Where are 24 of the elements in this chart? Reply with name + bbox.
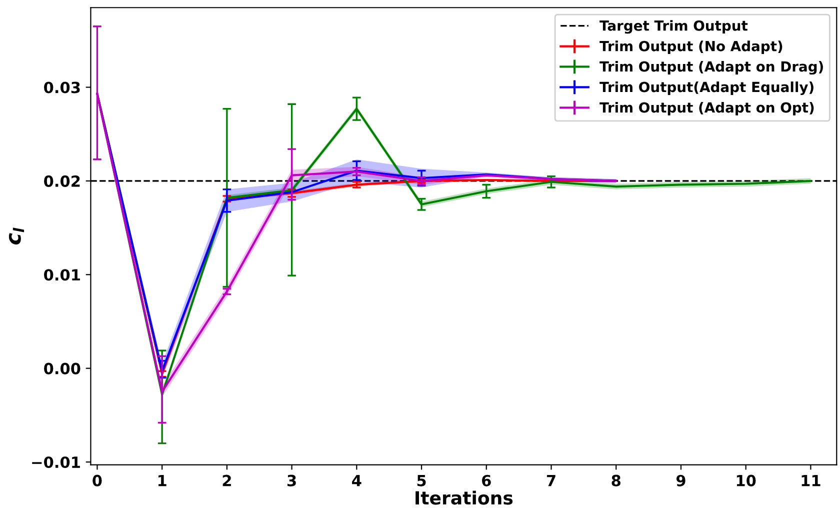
legend-label: Trim Output (Adapt on Opt): [600, 102, 814, 116]
y-tick-label: −0.01: [32, 456, 80, 468]
x-tick-label: 9: [676, 474, 686, 486]
x-tick-label: 4: [352, 475, 362, 486]
x-axis-title: Iterations: [416, 490, 513, 505]
x-tick-label: 6: [482, 474, 491, 486]
y-tick-label: 0.02: [44, 175, 80, 187]
y-tick-label: 0.01: [44, 269, 80, 281]
x-tick-label: 3: [288, 474, 296, 486]
legend-label: Trim Output (Adapt on Drag): [600, 61, 823, 75]
x-tick-label: 1: [158, 475, 166, 486]
legend-label: Target Trim Output: [600, 20, 748, 34]
y-tick-label: 0.03: [44, 82, 80, 94]
x-tick-label: 7: [546, 475, 556, 486]
x-tick-label: 0: [92, 474, 102, 486]
x-tick-label: 10: [736, 474, 756, 486]
legend-label: Trim Output (No Adapt): [600, 40, 782, 54]
x-tick-label: 5: [417, 475, 426, 486]
y-tick-label: 0.00: [44, 362, 80, 374]
x-tick-label: 8: [612, 474, 620, 486]
legend-label: Trim Output(Adapt Equally): [600, 81, 814, 96]
y-axis-title: c$_{l}$: [8, 228, 24, 245]
x-tick-label: 11: [802, 475, 820, 486]
x-tick-label: 2: [222, 474, 231, 486]
